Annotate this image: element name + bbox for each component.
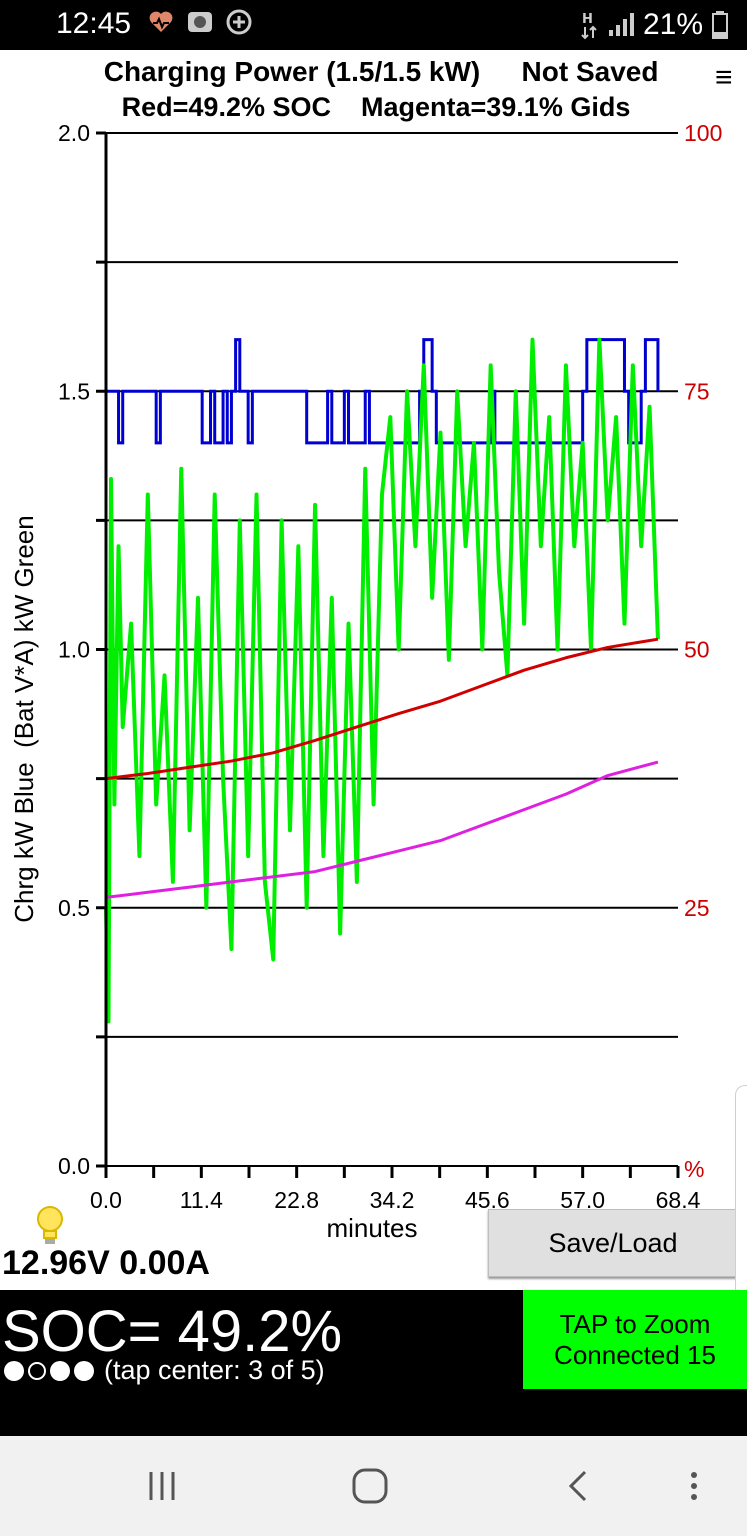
y-tick-label: 0.5: [58, 895, 90, 921]
tap-center-text: (tap center: 3 of 5): [104, 1355, 325, 1385]
back-button[interactable]: [548, 1458, 608, 1514]
chart-subtitle: Red=49.2% SOC Magenta=39.1% Gids: [122, 92, 631, 122]
x-tick-label: 45.6: [465, 1187, 510, 1213]
x-tick-label: 0.0: [90, 1187, 122, 1213]
x-tick-label: 34.2: [370, 1187, 415, 1213]
status-time: 12:45: [56, 7, 132, 40]
y2-tick-label: 50: [684, 637, 710, 663]
recent-apps-button[interactable]: [132, 1458, 192, 1514]
page-dot-icon: [4, 1360, 24, 1381]
save-state: Not Saved: [522, 56, 659, 87]
battery-icon: [712, 11, 728, 39]
more-vertical-icon: [691, 1472, 697, 1500]
status-bar: 12:45 H 21%: [0, 0, 747, 50]
x-tick-label: 22.8: [274, 1187, 319, 1213]
lightbulb-icon[interactable]: [33, 1204, 67, 1248]
x-tick-label: 57.0: [560, 1187, 605, 1213]
axes-layer: 0.0 0.5 1.0 1.5 2.0 25 50 75 100 0.0 11.4 22.8 34.2 4…: [58, 120, 722, 1213]
heart-icon: [149, 11, 173, 32]
chart-title: Charging Power (1.5/1.5 kW): [104, 56, 481, 87]
y2-tick-label: 25: [684, 895, 710, 921]
y-tick-label: 1.5: [58, 378, 90, 404]
y-axis-label: Chrg kW Blue (Bat V*A) kW Green: [9, 515, 39, 922]
navigation-bar: [0, 1436, 747, 1536]
x-tick-label: 11.4: [180, 1187, 223, 1213]
y2-axis-label: %: [684, 1156, 704, 1182]
home-button[interactable]: [340, 1458, 400, 1514]
x-tick-label: 68.4: [656, 1187, 701, 1213]
voltage-current-readout: 12.96V 0.00A: [2, 1244, 210, 1282]
y-tick-label: 0.0: [58, 1153, 90, 1179]
tap-to-zoom-label: TAP to Zoom: [559, 1308, 711, 1339]
series-magenta-gids: [105, 760, 659, 899]
series-green-bat-kw: [104, 337, 660, 1024]
home-icon: [352, 1468, 388, 1504]
y-tick-label: 2.0: [58, 120, 90, 146]
page-dot-icon: [74, 1360, 94, 1381]
more-options-button[interactable]: [664, 1458, 724, 1514]
tap-center-indicator[interactable]: (tap center: 3 of 5): [4, 1355, 325, 1386]
tap-to-zoom-button[interactable]: TAP to Zoom Connected 15: [523, 1290, 747, 1389]
x-axis-label: minutes: [326, 1213, 417, 1240]
series-red-soc: [105, 637, 659, 781]
connected-status: Connected 15: [554, 1339, 716, 1370]
photo-icon: [188, 12, 212, 32]
add-circle-icon: [226, 9, 252, 35]
signal-icon: [608, 13, 634, 36]
series-blue-chrg-kw: [106, 338, 660, 445]
y2-tick-label: 100: [684, 120, 722, 146]
back-icon: [568, 1470, 587, 1502]
y2-tick-label: 75: [684, 378, 710, 404]
menu-icon[interactable]: ≡: [715, 61, 733, 94]
page-dot-hollow-icon: [28, 1361, 46, 1380]
series-layer: [104, 337, 660, 1024]
save-load-button[interactable]: Save/Load: [488, 1209, 738, 1277]
soc-readout[interactable]: SOC= 49.2%: [2, 1299, 343, 1364]
svg-text:H: H: [582, 12, 593, 27]
y-tick-label: 1.0: [58, 637, 90, 663]
recent-apps-icon: [149, 1472, 175, 1500]
battery-percent: 21%: [642, 8, 703, 41]
data-hplus-icon: H: [581, 12, 597, 40]
charging-power-chart[interactable]: Charging Power (1.5/1.5 kW) Not Saved Re…: [0, 50, 747, 1240]
page-dot-icon: [50, 1360, 70, 1381]
